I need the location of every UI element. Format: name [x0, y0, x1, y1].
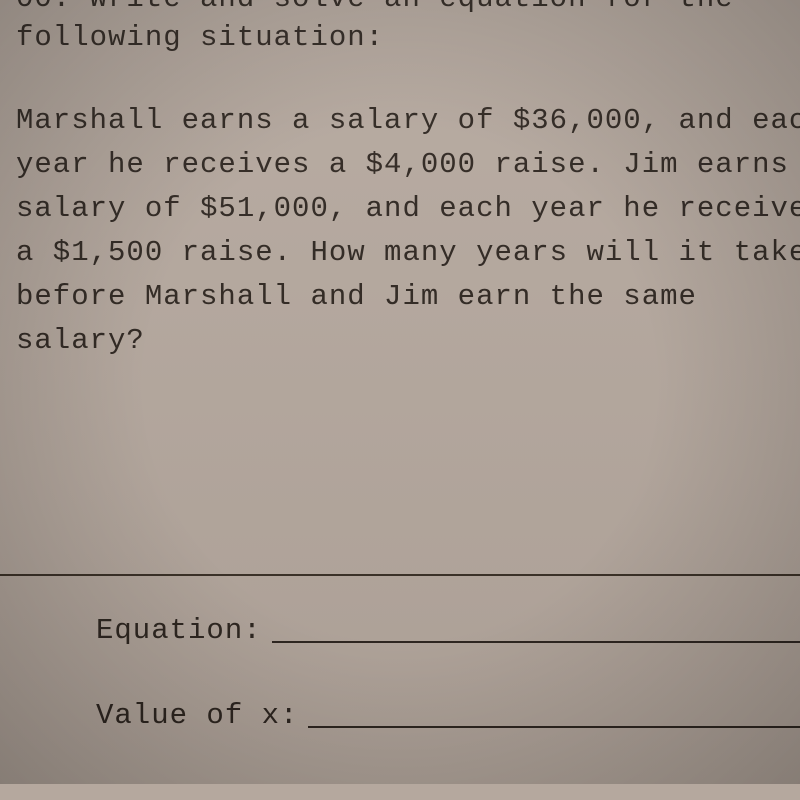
equation-row: Equation:: [96, 614, 800, 647]
problem-line: Marshall earns a salary of $36,000, and …: [16, 99, 784, 143]
worksheet-page: 00. Write and solve an equation for the …: [0, 0, 800, 363]
problem-line: year he receives a $4,000 raise. Jim ear…: [16, 143, 784, 187]
question-number-line: 00. Write and solve an equation for the: [16, 0, 784, 13]
equation-blank[interactable]: [272, 641, 800, 643]
problem-text: Marshall earns a salary of $36,000, and …: [16, 99, 784, 363]
value-blank[interactable]: [308, 726, 800, 728]
problem-line: salary of $51,000, and each year he rece…: [16, 187, 784, 231]
answer-box: Equation: Value of x:: [0, 574, 800, 784]
equation-label: Equation:: [96, 614, 262, 647]
value-row: Value of x:: [96, 699, 800, 732]
problem-line: before Marshall and Jim earn the same: [16, 275, 784, 319]
intro-line-2: following situation:: [16, 19, 784, 57]
problem-line: salary?: [16, 319, 784, 363]
problem-line: a $1,500 raise. How many years will it t…: [16, 231, 784, 275]
value-of-x-label: Value of x:: [96, 699, 298, 732]
